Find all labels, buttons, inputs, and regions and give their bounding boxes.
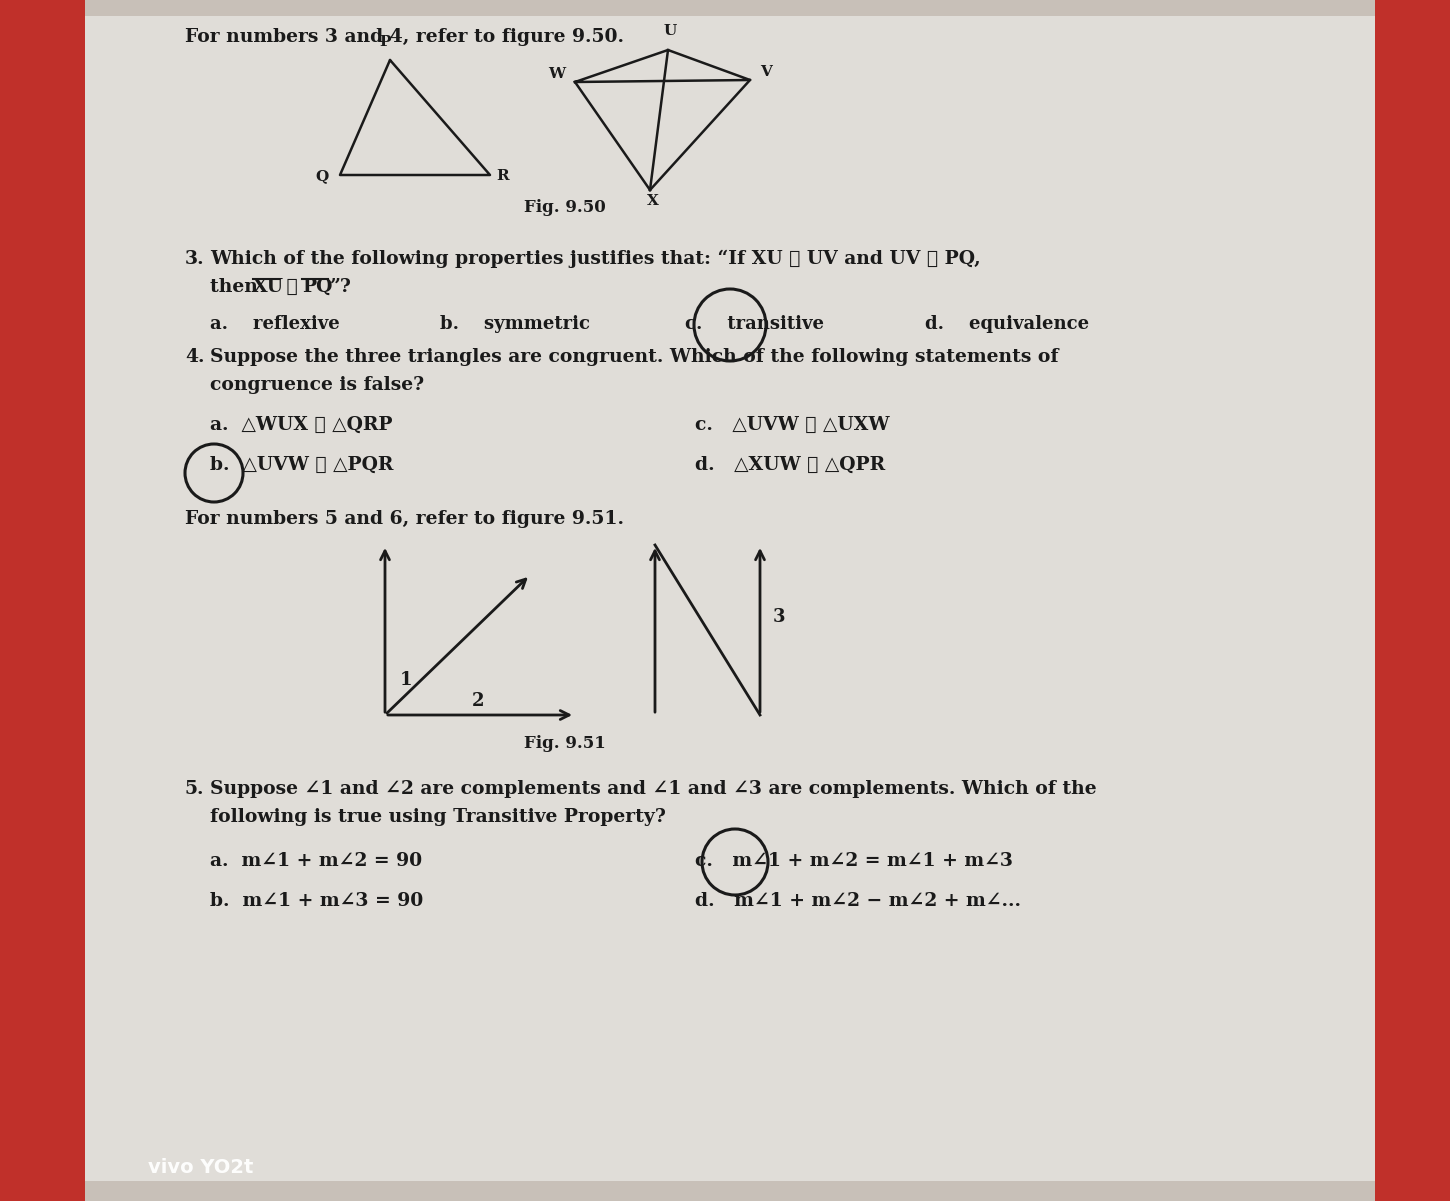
Text: P: P — [380, 35, 390, 49]
Text: R: R — [497, 169, 509, 183]
Text: 5.: 5. — [186, 779, 204, 797]
Text: a.  m∠1 + m∠2 = 90: a. m∠1 + m∠2 = 90 — [210, 852, 422, 870]
Text: d.    equivalence: d. equivalence — [925, 315, 1089, 333]
Text: U: U — [663, 24, 677, 38]
Text: d.   m∠1 + m∠2 − m∠2 + m∠...: d. m∠1 + m∠2 − m∠2 + m∠... — [695, 892, 1021, 910]
Text: d.   △XUW ≅ △QPR: d. △XUW ≅ △QPR — [695, 456, 884, 474]
Text: Which of the following properties justifies that: “If XU ≅ UV and UV ≅ PQ,: Which of the following properties justif… — [210, 250, 980, 268]
Text: c.   △UVW ≅ △UXW: c. △UVW ≅ △UXW — [695, 416, 889, 434]
Text: 3.: 3. — [186, 250, 204, 268]
Text: For numbers 5 and 6, refer to figure 9.51.: For numbers 5 and 6, refer to figure 9.5… — [186, 510, 624, 528]
FancyBboxPatch shape — [0, 0, 86, 1201]
Text: congruence is false?: congruence is false? — [210, 376, 423, 394]
Text: then: then — [210, 277, 264, 295]
Text: Suppose the three triangles are congruent. Which of the following statements of: Suppose the three triangles are congruen… — [210, 348, 1058, 366]
Text: 2: 2 — [473, 692, 484, 710]
Text: following is true using Transitive Property?: following is true using Transitive Prope… — [210, 808, 666, 826]
Text: ≅: ≅ — [280, 277, 304, 295]
Text: For numbers 3 and 4, refer to figure 9.50.: For numbers 3 and 4, refer to figure 9.5… — [186, 28, 624, 46]
Text: c.   m∠1 + m∠2 = m∠1 + m∠3: c. m∠1 + m∠2 = m∠1 + m∠3 — [695, 852, 1014, 870]
Text: vivo YO2t: vivo YO2t — [148, 1158, 254, 1177]
Text: b.  m∠1 + m∠3 = 90: b. m∠1 + m∠3 = 90 — [210, 892, 423, 910]
Text: Suppose ∠1 and ∠2 are complements and ∠1 and ∠3 are complements. Which of the: Suppose ∠1 and ∠2 are complements and ∠1… — [210, 779, 1096, 797]
Text: a.    reflexive: a. reflexive — [210, 315, 339, 333]
Text: W: W — [548, 67, 566, 80]
Text: V: V — [760, 65, 771, 79]
Text: c.    transitive: c. transitive — [684, 315, 824, 333]
Text: XU: XU — [252, 277, 284, 295]
Text: 3: 3 — [773, 608, 786, 626]
Text: b.    symmetric: b. symmetric — [439, 315, 590, 333]
Text: 1: 1 — [400, 671, 412, 689]
Text: a.  △WUX ≅ △QRP: a. △WUX ≅ △QRP — [210, 416, 393, 434]
Text: Q: Q — [315, 169, 329, 183]
Text: 4.: 4. — [186, 348, 204, 366]
Text: PQ: PQ — [302, 277, 332, 295]
FancyBboxPatch shape — [80, 16, 1391, 1181]
Text: Fig. 9.50: Fig. 9.50 — [523, 199, 606, 216]
Text: X: X — [647, 195, 658, 208]
FancyBboxPatch shape — [1375, 0, 1450, 1201]
Text: b.  △UVW ≅ △PQR: b. △UVW ≅ △PQR — [210, 456, 393, 474]
Text: ”?: ”? — [329, 277, 351, 295]
Text: Fig. 9.51: Fig. 9.51 — [523, 735, 606, 752]
